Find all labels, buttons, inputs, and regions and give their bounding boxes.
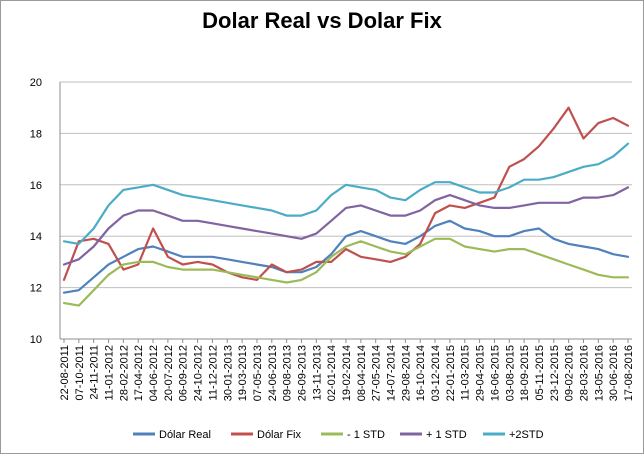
x-tick-label: 27-05-2014: [371, 345, 383, 401]
x-tick-label: 23-12-2015: [549, 345, 561, 401]
x-tick-label: 02-01-2014: [326, 345, 338, 401]
x-tick-label: 13-05-2016: [593, 345, 605, 401]
x-tick-label: 07-05-2013: [252, 345, 264, 401]
legend-label: Dólar Fix: [257, 429, 302, 441]
x-tick-label: 03-12-2014: [430, 345, 442, 401]
x-tick-label: 09-08-2013: [282, 345, 294, 401]
x-tick-label: 18-09-2015: [519, 345, 531, 401]
x-tick-label: 30-06-2016: [608, 345, 620, 401]
x-tick-label: 16-10-2014: [415, 345, 427, 401]
x-tick-label: 16-06-2015: [489, 345, 501, 401]
chart-title: Dolar Real vs Dolar Fix: [202, 8, 442, 33]
x-tick-label: 11-12-2012: [207, 345, 219, 400]
x-tick-label: 04-06-2012: [148, 345, 160, 401]
series-line-2: [62, 106, 630, 281]
x-tick-label: 22-08-2011: [59, 345, 71, 400]
x-tick-label: 26-09-2013: [296, 345, 308, 401]
x-tick-label: 13-11-2013: [311, 345, 323, 400]
legend-label: Dólar Real: [159, 429, 211, 441]
series-line-3: [62, 237, 630, 307]
series-line-5: [62, 142, 630, 245]
x-tick-label: 07-10-2011: [74, 345, 86, 400]
x-tick-label: 06-09-2012: [178, 345, 190, 401]
x-tick-label: 11-03-2015: [460, 345, 472, 400]
x-tick-label: 19-03-2013: [237, 345, 249, 401]
x-tick-label: 20-07-2012: [163, 345, 175, 401]
y-tick-label: 12: [30, 283, 42, 295]
x-tick-label: 05-11-2015: [534, 345, 546, 400]
x-tick-label: 14-07-2014: [386, 345, 398, 401]
x-tick-label: 22-01-2015: [445, 345, 457, 401]
x-tick-label: 19-02-2014: [341, 345, 353, 401]
x-tick-label: 24-10-2012: [193, 345, 205, 401]
x-tick-label: 28-02-2012: [118, 345, 130, 401]
x-tick-label: 30-01-2013: [222, 345, 234, 401]
x-tick-label: 09-02-2016: [564, 345, 576, 401]
series-line-1: [62, 219, 630, 294]
x-tick-label: 17-04-2012: [133, 345, 145, 401]
x-tick-label: 24-06-2013: [267, 345, 279, 401]
y-tick-label: 16: [30, 180, 42, 192]
legend-label: + 1 STD: [426, 429, 467, 441]
x-tick-label: 24-11-2011: [89, 345, 101, 400]
x-tick-label: 08-04-2014: [356, 345, 368, 401]
x-tick-label: 29-08-2014: [400, 345, 412, 401]
x-tick-label: 29-04-2015: [475, 345, 487, 401]
x-tick-label: 11-01-2012: [104, 345, 116, 400]
x-tick-label: 28-03-2016: [578, 345, 590, 401]
y-tick-label: 10: [30, 334, 42, 346]
y-tick-label: 18: [30, 128, 42, 140]
series-line-4: [62, 186, 630, 266]
y-tick-label: 20: [30, 77, 42, 89]
legend-label: +2STD: [509, 429, 544, 441]
legend-label: - 1 STD: [347, 429, 385, 441]
y-tick-label: 14: [30, 231, 42, 243]
x-tick-label: 03-08-2015: [504, 345, 516, 401]
x-tick-label: 17-08-2016: [623, 345, 635, 401]
